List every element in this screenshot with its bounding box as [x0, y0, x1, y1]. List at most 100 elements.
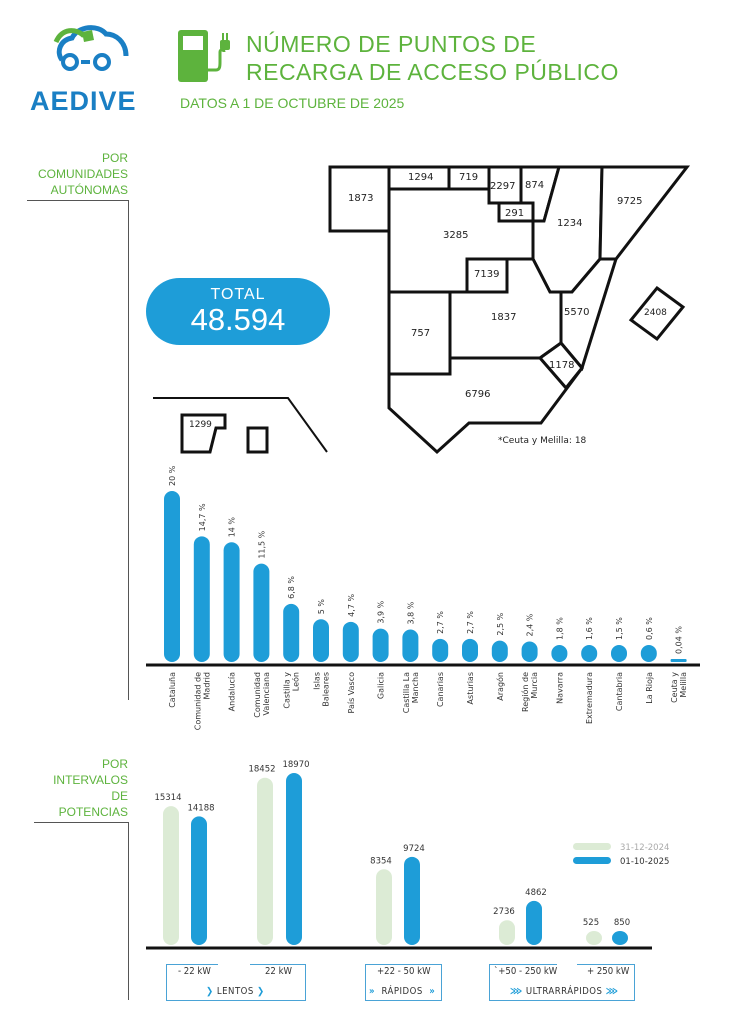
charging-station-icon: [178, 30, 230, 82]
map-value-cataluna: 9725: [617, 196, 643, 207]
category-label: Madrid: [202, 672, 211, 699]
map-value-aragon: 1234: [557, 218, 583, 229]
data-label: 11,5 %: [257, 530, 266, 558]
category-label: Melilla: [679, 672, 688, 698]
box-top-segment: [577, 964, 635, 965]
chevron-right-icon: ❯: [257, 986, 265, 997]
legend-swatch: [573, 843, 611, 850]
box-top-segment: [250, 964, 306, 965]
category-label: Comunidad de: [193, 672, 202, 730]
category-label: Comunidad: [253, 672, 262, 718]
section-divider: [34, 822, 129, 1000]
bar: [193, 536, 210, 662]
data-label: 6,8 %: [287, 576, 296, 599]
data-label: 3,8 %: [406, 601, 415, 624]
category-label: Valenciana: [262, 672, 271, 716]
region-andalucia: [387, 356, 584, 455]
bar: [402, 629, 419, 662]
map-value-canarias: 1299: [189, 420, 212, 430]
data-label: 4,7 %: [347, 594, 356, 617]
data-label: 0,04 %: [675, 626, 684, 654]
data-label: 20 %: [168, 465, 177, 486]
data-label: 1,8 %: [555, 617, 564, 640]
triple-chevron-icon: ⋙: [510, 986, 523, 997]
map-value-asturias: 1294: [408, 172, 434, 183]
category-label: Andalucía: [228, 672, 237, 711]
data-label: 18452: [248, 765, 275, 775]
bar: [521, 641, 538, 662]
bar: [253, 563, 270, 662]
chevron-right-icon: ❯: [206, 986, 214, 997]
bar: [286, 773, 302, 945]
map-note: *Ceuta y Melilla: 18: [498, 436, 587, 446]
category-label: País Vasco: [347, 672, 356, 714]
bar: [611, 645, 627, 662]
bar: [163, 806, 179, 945]
bar: [223, 542, 240, 662]
bar: [581, 645, 598, 662]
category-label: Baleares: [322, 672, 331, 707]
bar: [342, 621, 359, 662]
bar: [257, 777, 273, 945]
legend-label: 01-10-2025: [620, 857, 669, 867]
data-label: 14 %: [228, 517, 237, 538]
category-label: Cantabria: [615, 672, 624, 711]
group-box-ultrarrapidos: [489, 964, 635, 1001]
data-label: 15314: [154, 793, 181, 803]
data-label: 18970: [282, 760, 309, 770]
triple-chevron-icon: ⋙: [605, 986, 619, 997]
map-value-la-rioja: 291: [505, 208, 525, 219]
canarias-inset-border: [153, 397, 328, 453]
category-label: Asturias: [466, 672, 475, 704]
bar: [404, 856, 420, 945]
map-value-extremadura: 757: [411, 328, 431, 339]
legend-swatch: [573, 857, 611, 864]
bar: [376, 869, 392, 945]
double-chevron-icon: »: [429, 986, 436, 997]
map-value-madrid: 7139: [474, 269, 500, 280]
region-canarias: [180, 413, 227, 454]
data-label: 850: [614, 918, 630, 928]
group-box-rapidos: [365, 964, 442, 1001]
section-header-power: POR INTERVALOS DE POTENCIAS: [53, 757, 128, 819]
bar: [499, 920, 515, 945]
data-label: 2,5 %: [496, 612, 505, 635]
data-label: 525: [583, 918, 599, 928]
category-label: Islas: [313, 672, 322, 690]
data-label: 1,5 %: [615, 617, 624, 640]
aedive-logo-icon: [53, 25, 129, 71]
page-title: NÚMERO DE PUNTOS DE RECARGA DE ACCESO PÚB…: [246, 31, 619, 85]
category-label: Castilla La: [402, 672, 411, 713]
category-label: Aragón: [495, 672, 505, 701]
map-value-navarra: 874: [525, 180, 545, 191]
category-label: Navarra: [555, 672, 564, 704]
region-cataluna: [598, 165, 691, 261]
data-label: 14,7 %: [198, 503, 207, 531]
map-value-murcia: 1178: [549, 360, 575, 371]
category-label: Murcia: [530, 672, 539, 699]
box-top-segment: [489, 964, 557, 965]
bar: [551, 645, 568, 662]
double-chevron-icon: »: [369, 986, 376, 997]
map-value-baleares: 2408: [644, 308, 667, 318]
bar: [432, 638, 449, 662]
map-value-castilla-leon: 3285: [443, 230, 469, 241]
bar: [612, 931, 628, 945]
data-label: 2,7 %: [436, 611, 445, 634]
data-label: 0,6 %: [645, 617, 654, 640]
bar: [164, 491, 180, 662]
category-label: Región de: [520, 672, 530, 712]
map-value-galicia: 1873: [348, 193, 374, 204]
data-label: 8354: [370, 856, 392, 866]
map-value-andalucia: 6796: [465, 389, 491, 400]
data-label: 5 %: [317, 599, 326, 615]
section-divider: [27, 200, 129, 700]
legend-label: 31-12-2024: [620, 843, 669, 853]
category-label: Mancha: [411, 672, 420, 703]
category-label: Galicia: [377, 672, 386, 699]
group-box-lentos: [166, 964, 306, 1001]
bar: [526, 900, 542, 945]
category-label: León: [291, 672, 301, 691]
category-label: + 250 kW: [587, 966, 630, 977]
category-label: Canarias: [436, 672, 445, 707]
